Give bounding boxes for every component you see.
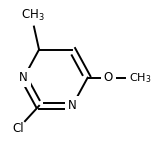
Text: N: N: [68, 99, 77, 112]
Text: O: O: [103, 71, 113, 84]
Text: CH$_3$: CH$_3$: [129, 71, 151, 85]
Text: CH$_3$: CH$_3$: [21, 8, 44, 23]
Text: Cl: Cl: [13, 122, 24, 135]
Text: N: N: [19, 71, 28, 84]
